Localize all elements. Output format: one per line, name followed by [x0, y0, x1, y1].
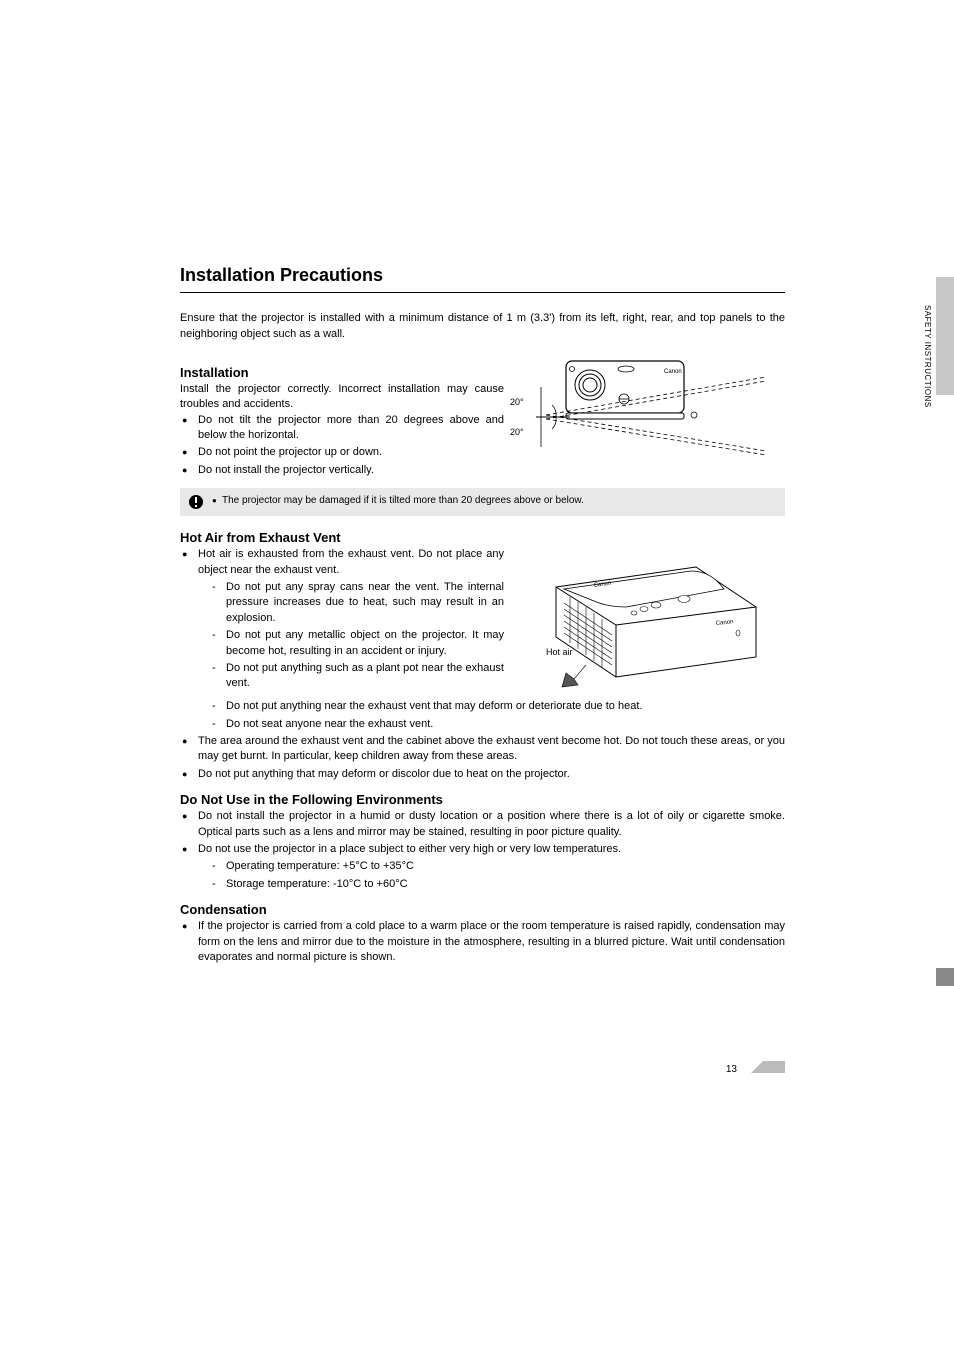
caution-text: The projector may be damaged if it is ti…	[212, 494, 584, 508]
side-tab-bar	[936, 277, 954, 395]
intro-paragraph: Ensure that the projector is installed w…	[180, 311, 785, 343]
side-tab-label: SAFETY INSTRUCTIONS	[923, 305, 932, 408]
env-sublist: Operating temperature: +5°C to +35°C Sto…	[198, 859, 785, 892]
env-s1: Operating temperature: +5°C to +35°C	[198, 859, 785, 874]
installation-section: Installation Install the projector corre…	[180, 355, 785, 480]
install-bullet-1: Do not tilt the projector more than 20 d…	[180, 413, 504, 444]
env-s2: Storage temperature: -10°C to +60°C	[198, 877, 785, 892]
env-b2: Do not use the projector in a place subj…	[180, 842, 785, 892]
cond-heading: Condensation	[180, 902, 785, 917]
angle-bottom-label: 20°	[510, 427, 524, 437]
hotair-b3: Do not put anything that may deform or d…	[180, 767, 785, 782]
env-b1: Do not install the projector in a humid …	[180, 809, 785, 840]
tilt-diagram-svg: Canon	[516, 355, 776, 455]
env-b2-text: Do not use the projector in a place subj…	[198, 843, 621, 855]
cond-b1: If the projector is carried from a cold …	[180, 919, 785, 965]
hotair-diagram: Hot air Canon Canon	[516, 547, 785, 697]
caution-icon	[188, 494, 204, 510]
svg-text:Canon: Canon	[664, 369, 682, 375]
hotair-b2: The area around the exhaust vent and the…	[180, 734, 785, 765]
env-list: Do not install the projector in a humid …	[180, 809, 785, 892]
hotair-list-top: Hot air is exhausted from the exhaust ve…	[180, 547, 504, 692]
hotair-cont-wrapper: Do not put anything near the exhaust ven…	[180, 699, 785, 732]
side-tab-marker	[936, 968, 954, 986]
page-content: Installation Precautions Ensure that the…	[180, 265, 785, 967]
hotair-s4: Do not put anything near the exhaust ven…	[198, 699, 785, 714]
hotair-s2: Do not put any metallic object on the pr…	[198, 628, 504, 659]
hotair-diagram-svg: Canon Canon	[516, 547, 776, 697]
cond-list: If the projector is carried from a cold …	[180, 919, 785, 965]
caution-note: The projector may be damaged if it is ti…	[180, 488, 785, 516]
hotair-s1: Do not put any spray cans near the vent.…	[198, 580, 504, 626]
installation-lead: Install the projector correctly. Incorre…	[180, 382, 504, 413]
hotair-sublist-2: Do not put anything near the exhaust ven…	[198, 699, 785, 732]
hotair-s5: Do not seat anyone near the exhaust vent…	[198, 717, 785, 732]
angle-top-label: 20°	[510, 397, 524, 407]
hotair-b1: Hot air is exhausted from the exhaust ve…	[180, 547, 504, 692]
tilt-diagram: 20° 20° Canon	[516, 355, 785, 480]
hotair-s3: Do not put anything such as a plant pot …	[198, 661, 504, 692]
main-heading: Installation Precautions	[180, 265, 785, 293]
hotair-label: Hot air	[546, 647, 573, 657]
install-bullet-3: Do not install the projector vertically.	[180, 463, 504, 478]
installation-bullets: Do not tilt the projector more than 20 d…	[180, 413, 504, 479]
install-bullet-2: Do not point the projector up or down.	[180, 445, 504, 460]
hotair-section: Hot air is exhausted from the exhaust ve…	[180, 547, 785, 697]
env-heading: Do Not Use in the Following Environments	[180, 792, 785, 807]
hotair-heading: Hot Air from Exhaust Vent	[180, 530, 785, 545]
installation-heading: Installation	[180, 365, 504, 380]
hotair-list-cont: Do not put anything near the exhaust ven…	[180, 699, 785, 782]
page-number: 13	[726, 1064, 737, 1075]
hotair-sublist-1: Do not put any spray cans near the vent.…	[198, 580, 504, 692]
hotair-b1-text: Hot air is exhausted from the exhaust ve…	[198, 548, 504, 575]
corner-decoration	[751, 1061, 785, 1073]
